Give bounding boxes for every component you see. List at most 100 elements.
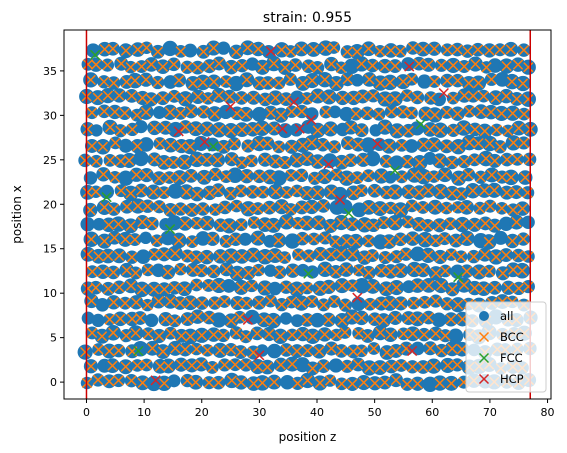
bcc-point: [484, 138, 495, 149]
bcc-point: [403, 312, 414, 324]
bcc-point: [369, 378, 381, 389]
bcc-point: [296, 202, 308, 213]
bcc-point: [489, 220, 500, 231]
bcc-point: [164, 107, 176, 118]
bcc-point: [446, 157, 458, 168]
bcc-point: [340, 300, 351, 311]
bcc-point: [240, 109, 252, 120]
bcc-point: [447, 92, 459, 104]
bcc-point: [442, 44, 453, 56]
bcc-point: [125, 220, 136, 231]
bcc-point: [232, 297, 243, 309]
bcc-point: [199, 172, 210, 183]
bcc-point: [314, 346, 325, 357]
bcc-point: [285, 204, 297, 215]
all-point: [91, 313, 105, 328]
bcc-point: [452, 202, 464, 213]
all-point: [99, 184, 115, 200]
bcc-point: [441, 298, 453, 309]
bcc-point: [453, 141, 464, 152]
bcc-point: [125, 280, 137, 291]
hcp-point: [334, 194, 346, 205]
bcc-point: [162, 267, 173, 278]
bcc-point: [192, 62, 203, 73]
bcc-point: [235, 346, 246, 358]
bcc-point: [396, 360, 407, 371]
bcc-point: [90, 282, 101, 293]
bcc-point: [381, 347, 393, 358]
bcc-point: [243, 203, 254, 214]
bcc-point: [486, 74, 497, 85]
all-point: [118, 138, 133, 153]
bcc-point: [185, 106, 197, 117]
bcc-point: [274, 267, 285, 278]
bcc-point: [497, 268, 509, 279]
all-point: [350, 73, 364, 87]
fcc-point: [453, 272, 464, 283]
bcc-point: [113, 345, 124, 356]
hcp-point: [277, 123, 288, 134]
bcc-point: [379, 377, 390, 388]
bcc-point: [136, 284, 148, 295]
bcc-point: [450, 235, 462, 246]
bcc-point: [356, 58, 367, 70]
bcc-point: [276, 44, 287, 55]
bcc-point: [390, 345, 402, 357]
bcc-point: [93, 344, 104, 355]
bcc-point: [315, 248, 326, 260]
bcc-point: [286, 296, 297, 308]
bcc-point: [417, 43, 429, 55]
bcc-point: [347, 249, 358, 260]
bcc-point: [486, 169, 497, 181]
bcc-point: [180, 93, 191, 104]
bcc-point: [209, 108, 220, 120]
bcc-point: [434, 220, 445, 231]
bcc-point: [386, 106, 397, 117]
bcc-point: [423, 250, 434, 261]
bcc-point: [401, 90, 413, 101]
all-point: [521, 215, 535, 229]
bcc-point: [236, 219, 247, 230]
bcc-point: [435, 251, 446, 263]
bcc-point: [407, 328, 418, 339]
bcc-point: [253, 264, 264, 276]
bcc-point: [464, 137, 475, 148]
bcc-point: [96, 331, 108, 342]
bcc-point: [120, 298, 131, 309]
bcc-point: [457, 219, 468, 230]
bcc-point: [102, 250, 114, 262]
bcc-point: [367, 250, 378, 261]
bcc-point: [114, 90, 125, 101]
all-point: [328, 105, 342, 119]
legend-label-bcc: BCC: [500, 330, 524, 344]
bcc-point: [174, 172, 185, 183]
bcc-point: [348, 92, 359, 104]
bcc-point: [86, 140, 98, 152]
all-point: [144, 313, 159, 328]
all-point: [80, 217, 95, 232]
bcc-point: [296, 170, 307, 181]
fcc-point: [89, 49, 101, 61]
bcc-point: [326, 249, 337, 260]
bcc-point: [358, 377, 369, 388]
bcc-point: [429, 109, 441, 121]
bcc-point: [85, 204, 96, 216]
bcc-point: [385, 329, 396, 340]
bcc-point: [192, 311, 203, 322]
bcc-point: [224, 91, 235, 102]
bcc-point: [157, 61, 169, 72]
bcc-point: [440, 330, 451, 341]
bcc-point: [345, 122, 356, 133]
all-point: [256, 344, 269, 357]
bcc-point: [231, 46, 242, 58]
legend-box: [465, 301, 547, 393]
bcc-point: [323, 281, 334, 292]
bcc-point: [273, 77, 284, 89]
bcc-point: [507, 108, 518, 119]
bcc-point: [197, 77, 209, 88]
bcc-point: [523, 251, 534, 262]
bcc-point: [518, 233, 529, 245]
bcc-point: [373, 109, 385, 120]
bcc-point: [474, 203, 486, 214]
bcc-point: [165, 140, 176, 151]
